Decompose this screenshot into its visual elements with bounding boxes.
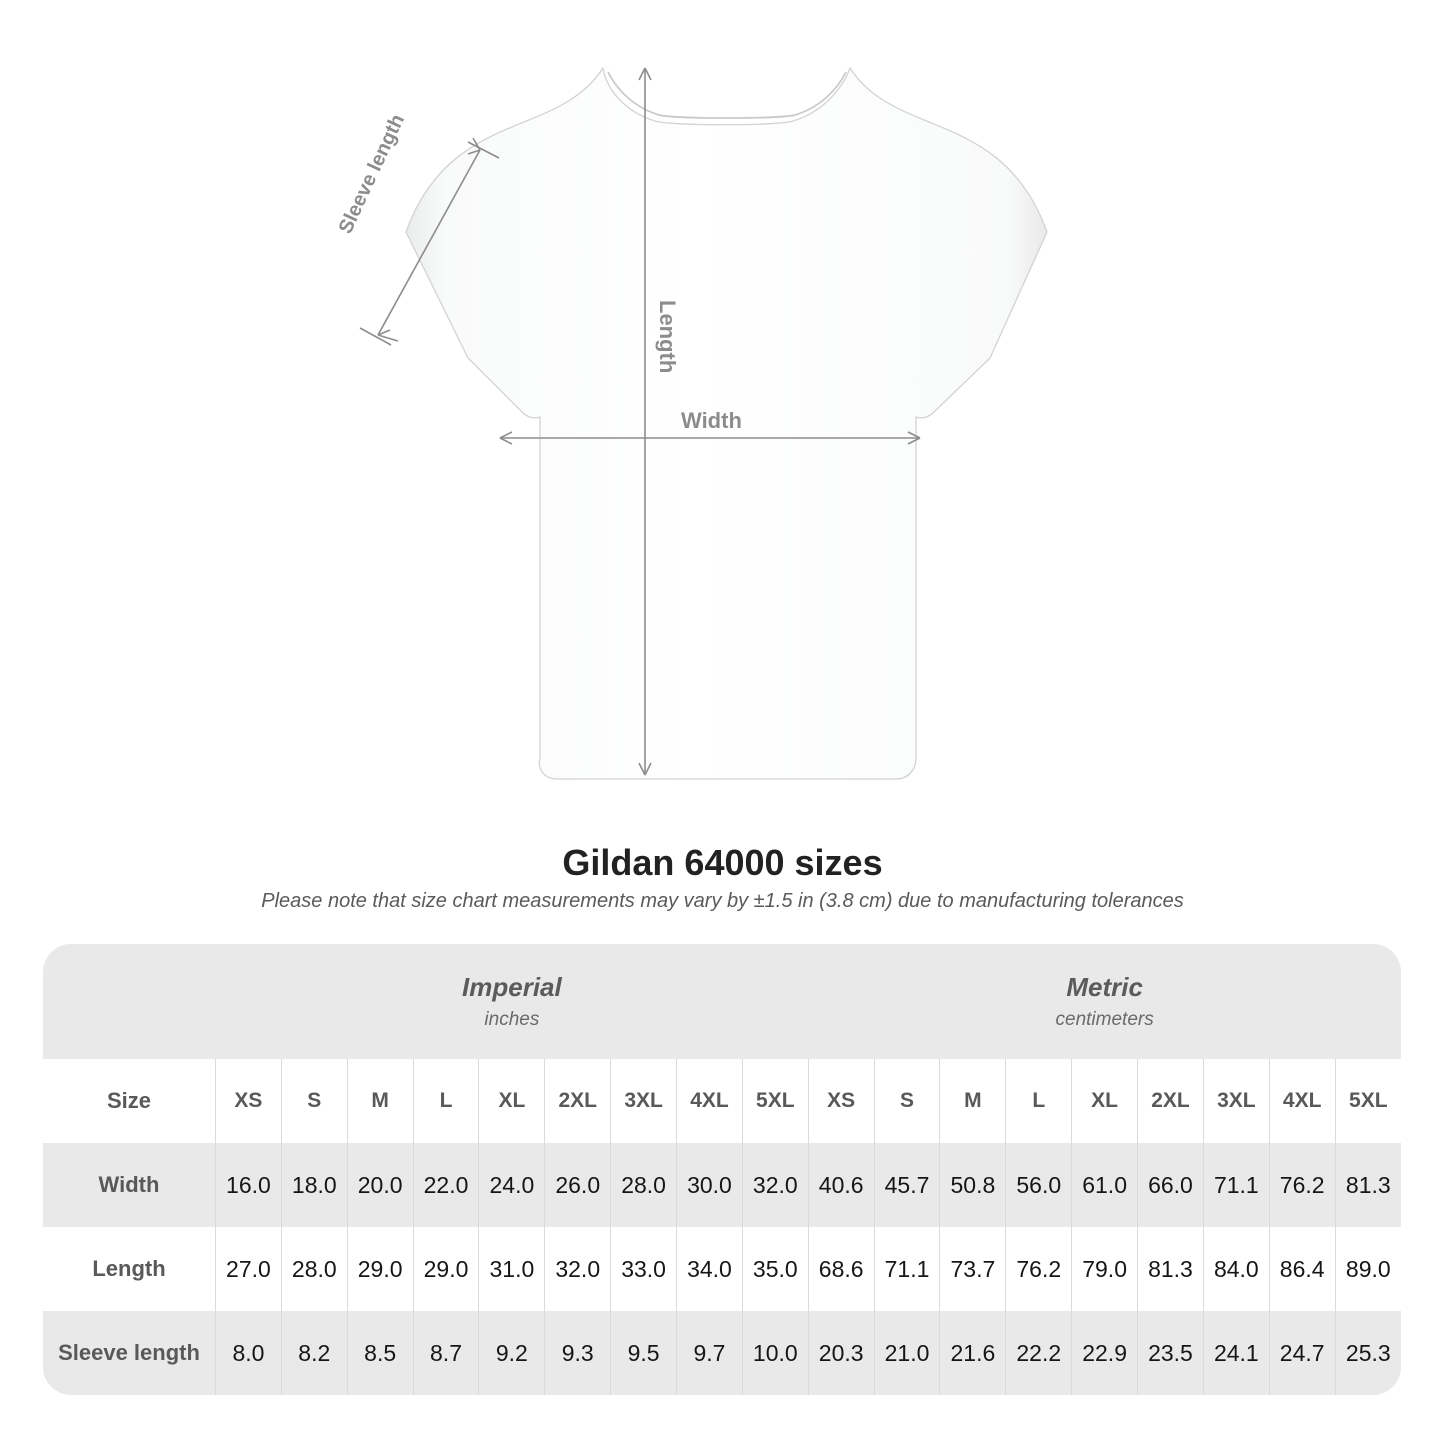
- svg-text:Length: Length: [655, 300, 680, 373]
- svg-text:Width: Width: [681, 408, 742, 433]
- svg-text:Sleeve length: Sleeve length: [335, 111, 409, 237]
